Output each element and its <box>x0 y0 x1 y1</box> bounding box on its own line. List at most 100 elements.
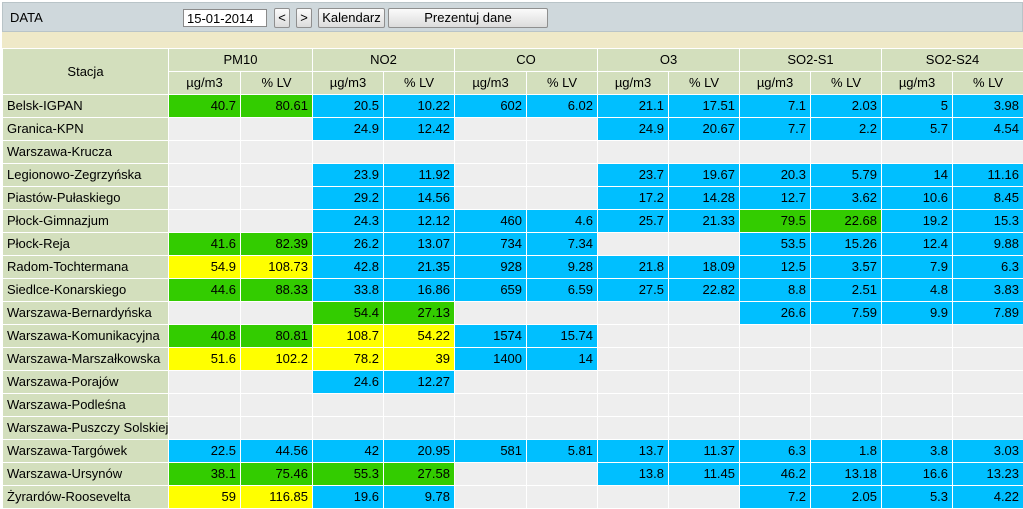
station-name: Żyrardów-Roosevelta <box>3 486 169 509</box>
value-cell: 10.6 <box>882 187 953 210</box>
value-cell <box>740 325 811 348</box>
value-cell: 116.85 <box>241 486 313 509</box>
value-cell <box>669 417 740 440</box>
value-cell <box>169 371 241 394</box>
value-cell: 3.8 <box>882 440 953 463</box>
value-cell <box>527 486 598 509</box>
value-cell: 602 <box>455 95 527 118</box>
value-cell: 12.42 <box>384 118 455 141</box>
value-cell <box>455 417 527 440</box>
unit-header-percent-lv: % LV <box>527 72 598 95</box>
value-cell: 5.81 <box>527 440 598 463</box>
value-cell: 1574 <box>455 325 527 348</box>
value-cell <box>455 371 527 394</box>
value-cell: 80.61 <box>241 95 313 118</box>
value-cell: 15.26 <box>811 233 882 256</box>
value-cell: 13.7 <box>598 440 669 463</box>
value-cell <box>811 371 882 394</box>
value-cell: 29.2 <box>313 187 384 210</box>
prev-day-button[interactable]: < <box>274 8 290 28</box>
value-cell <box>241 417 313 440</box>
value-cell <box>241 394 313 417</box>
value-cell <box>598 141 669 164</box>
value-cell <box>598 371 669 394</box>
toolbar-divider <box>2 32 1023 48</box>
value-cell <box>169 210 241 233</box>
station-name: Warszawa-Marszałkowska <box>3 348 169 371</box>
unit-header-concentration: µg/m3 <box>882 72 953 95</box>
value-cell: 26.6 <box>740 302 811 325</box>
value-cell: 38.1 <box>169 463 241 486</box>
value-cell <box>953 371 1023 394</box>
value-cell <box>953 141 1023 164</box>
value-cell: 102.2 <box>241 348 313 371</box>
value-cell: 88.33 <box>241 279 313 302</box>
value-cell <box>241 118 313 141</box>
value-cell: 6.02 <box>527 95 598 118</box>
value-cell <box>598 417 669 440</box>
value-cell <box>953 394 1023 417</box>
value-cell: 54.9 <box>169 256 241 279</box>
value-cell <box>169 164 241 187</box>
value-cell: 14 <box>527 348 598 371</box>
value-cell: 11.16 <box>953 164 1023 187</box>
unit-header-concentration: µg/m3 <box>169 72 241 95</box>
value-cell: 23.9 <box>313 164 384 187</box>
value-cell: 25.7 <box>598 210 669 233</box>
pollutant-header: NO2 <box>313 49 455 72</box>
value-cell: 3.83 <box>953 279 1023 302</box>
value-cell: 5 <box>882 95 953 118</box>
value-cell <box>882 417 953 440</box>
value-cell: 54.22 <box>384 325 455 348</box>
value-cell: 14.56 <box>384 187 455 210</box>
value-cell <box>169 118 241 141</box>
date-input[interactable] <box>183 9 267 27</box>
table-row: Warszawa-Krucza <box>3 141 1023 164</box>
value-cell: 33.8 <box>313 279 384 302</box>
value-cell: 14.28 <box>669 187 740 210</box>
show-data-button[interactable]: Prezentuj dane <box>388 8 548 28</box>
value-cell: 22.5 <box>169 440 241 463</box>
unit-header-concentration: µg/m3 <box>455 72 527 95</box>
date-toolbar: DATA < > Kalendarz Prezentuj dane <box>2 2 1023 32</box>
value-cell: 55.3 <box>313 463 384 486</box>
value-cell: 7.34 <box>527 233 598 256</box>
value-cell <box>169 141 241 164</box>
calendar-button[interactable]: Kalendarz <box>318 8 385 28</box>
next-day-button[interactable]: > <box>296 8 312 28</box>
value-cell: 40.7 <box>169 95 241 118</box>
value-cell: 42.8 <box>313 256 384 279</box>
value-cell: 4.8 <box>882 279 953 302</box>
station-name: Siedlce-Konarskiego <box>3 279 169 302</box>
value-cell: 17.2 <box>598 187 669 210</box>
value-cell: 20.67 <box>669 118 740 141</box>
value-cell <box>598 233 669 256</box>
value-cell: 24.6 <box>313 371 384 394</box>
value-cell: 1.8 <box>811 440 882 463</box>
value-cell: 7.1 <box>740 95 811 118</box>
value-cell: 14 <box>882 164 953 187</box>
value-cell: 13.8 <box>598 463 669 486</box>
value-cell: 13.23 <box>953 463 1023 486</box>
value-cell: 108.73 <box>241 256 313 279</box>
value-cell: 2.2 <box>811 118 882 141</box>
value-cell: 42 <box>313 440 384 463</box>
value-cell: 12.12 <box>384 210 455 233</box>
pollutant-header: CO <box>455 49 598 72</box>
value-cell <box>169 417 241 440</box>
value-cell <box>811 348 882 371</box>
value-cell <box>953 417 1023 440</box>
value-cell: 21.33 <box>669 210 740 233</box>
value-cell: 17.51 <box>669 95 740 118</box>
value-cell <box>313 417 384 440</box>
value-cell <box>740 417 811 440</box>
value-cell <box>455 463 527 486</box>
value-cell: 7.89 <box>953 302 1023 325</box>
value-cell: 27.13 <box>384 302 455 325</box>
value-cell: 460 <box>455 210 527 233</box>
